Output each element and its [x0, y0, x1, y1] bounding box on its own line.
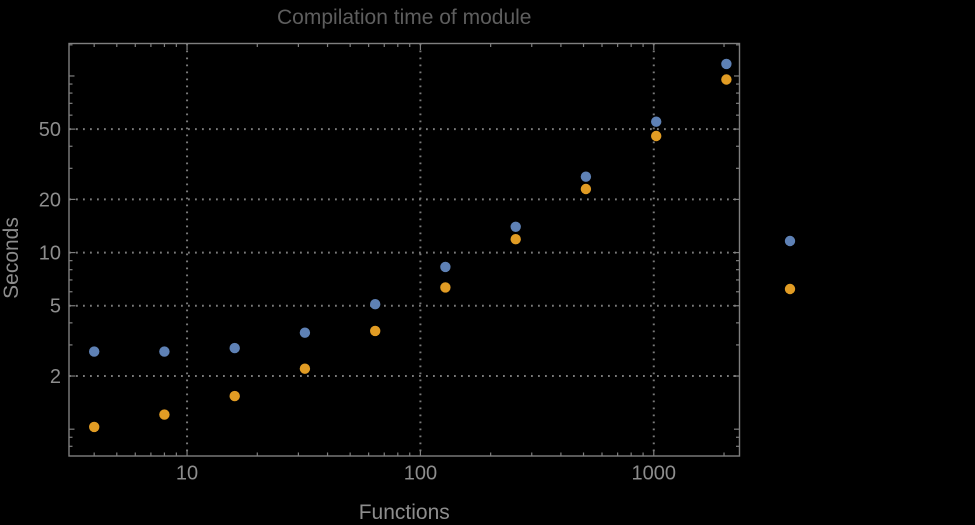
data-point-series-1-x128	[440, 261, 451, 273]
legend-marker-series-1	[784, 235, 796, 247]
legend-marker-series-2	[784, 283, 796, 295]
legend	[784, 235, 796, 295]
data-point-series-1-x32	[299, 327, 311, 338]
data-point-series-2-x4	[89, 421, 100, 433]
y-tick-label-5: 5	[50, 296, 61, 318]
x-tick-label-1000: 1000	[632, 463, 677, 485]
axis-ticks	[69, 43, 740, 456]
data-point-series-2-x2048	[721, 74, 732, 85]
x-axis-label: Functions	[359, 501, 450, 524]
y-tick-label-10: 10	[39, 243, 61, 265]
data-point-series-1-x16	[229, 342, 240, 354]
y-tick-label-20: 20	[39, 189, 61, 211]
plot-frame	[68, 42, 741, 457]
data-point-series-2-x32	[299, 363, 311, 374]
plot-title: Compilation time of module	[277, 6, 531, 29]
data-point-series-2-x256	[510, 234, 521, 245]
data-point-series-2-x1024	[651, 130, 662, 142]
data-point-series-2-x16	[229, 390, 240, 402]
x-tick-label-100: 100	[404, 463, 437, 485]
data-point-series-2-x128	[440, 282, 451, 293]
data-point-series-1-x8	[159, 346, 170, 357]
gridlines	[69, 43, 740, 456]
tick-labels: 10 100 1000 2 5 10 20 50	[39, 119, 676, 484]
data-point-series-1-x512	[580, 171, 592, 182]
data-point-series-1-x2048	[721, 58, 732, 70]
data-point-series-2-x64	[370, 325, 381, 337]
data-point-series-1-x256	[510, 221, 521, 232]
x-tick-label-10: 10	[176, 463, 198, 485]
data-point-series-1-x4	[89, 346, 100, 357]
y-axis-label: Seconds	[0, 217, 23, 299]
data-point-series-1-x1024	[651, 116, 662, 127]
data-point-series-1-x64	[370, 299, 381, 310]
data-points	[89, 58, 732, 433]
y-tick-label-2: 2	[50, 366, 61, 388]
data-point-series-2-x512	[580, 183, 592, 195]
data-point-series-2-x8	[159, 409, 170, 420]
y-tick-label-50: 50	[39, 119, 61, 141]
